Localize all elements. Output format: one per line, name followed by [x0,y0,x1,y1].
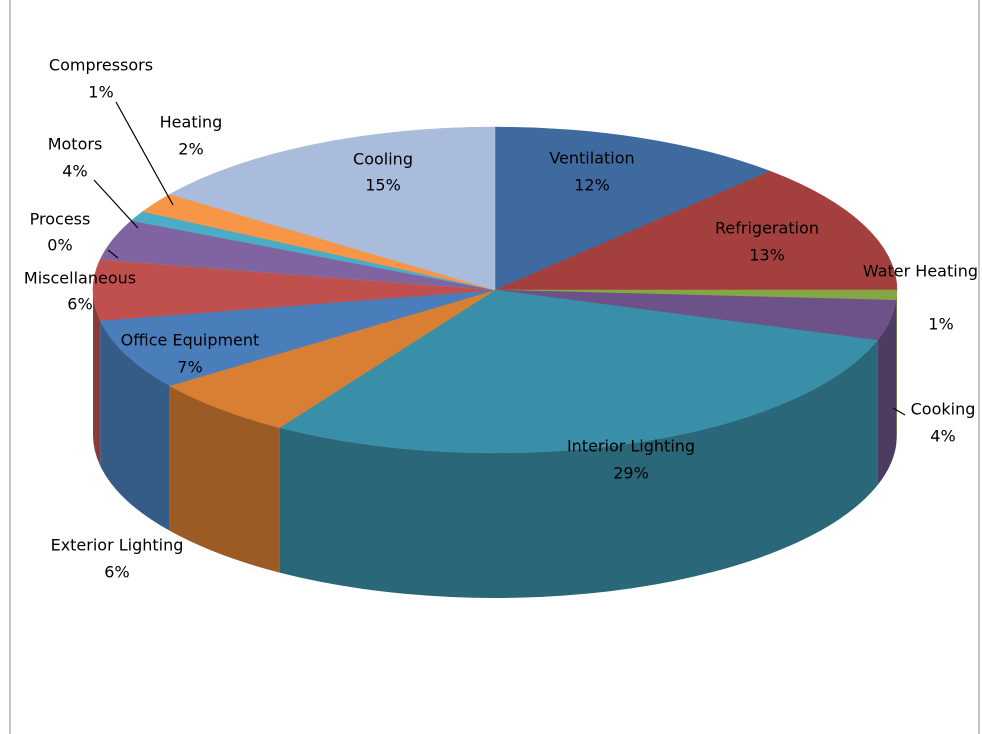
category-label: Water Heating [863,262,978,281]
value-label: 12% [574,176,610,195]
value-label: 1% [928,315,953,334]
pie-slice-side [279,340,878,598]
value-label: 7% [177,358,202,377]
value-label: 1% [88,83,113,102]
pie-sides [93,290,897,598]
category-label: Office Equipment [121,331,260,350]
pie-slice-side [877,300,897,486]
value-label: 2% [178,140,203,159]
leader-line [115,101,174,206]
value-label: 4% [930,427,955,446]
pie-slice-side [169,385,280,573]
category-label: Process [30,210,91,229]
category-label: Heating [160,113,223,132]
pie-slice [99,289,496,387]
category-label: Cooling [353,150,413,169]
pie-slice-side [93,290,101,466]
pie-slice-side [896,290,897,446]
labels: Ventilation 12% Refrigeration 13% Water Heat… [24,56,978,582]
value-label: 29% [613,464,649,483]
category-label: Exterior Lighting [51,536,184,555]
value-label: 0% [47,236,72,255]
category-label: Refrigeration [715,219,819,238]
category-label: Miscellaneous [24,269,136,288]
leader-line [107,249,119,259]
pie-slice [169,289,496,428]
pie-slice [494,126,771,291]
leader-line [93,179,139,229]
value-label: 4% [62,162,87,181]
value-label: 6% [104,563,129,582]
category-label: Interior Lighting [567,437,695,456]
value-label: 13% [749,246,785,265]
pie-slice-side [100,320,170,531]
category-label: Compressors [49,56,153,75]
value-label: 15% [365,176,401,195]
pie-slice [278,289,878,454]
pie-slice [92,259,496,321]
category-label: Cooking [911,400,976,419]
leader-line [892,407,906,416]
category-label: Ventilation [549,149,634,168]
category-label: Motors [48,135,103,154]
pie-slice [494,170,898,291]
value-label: 6% [67,295,92,314]
pie-tops [92,126,898,454]
pie-slice [169,126,496,291]
